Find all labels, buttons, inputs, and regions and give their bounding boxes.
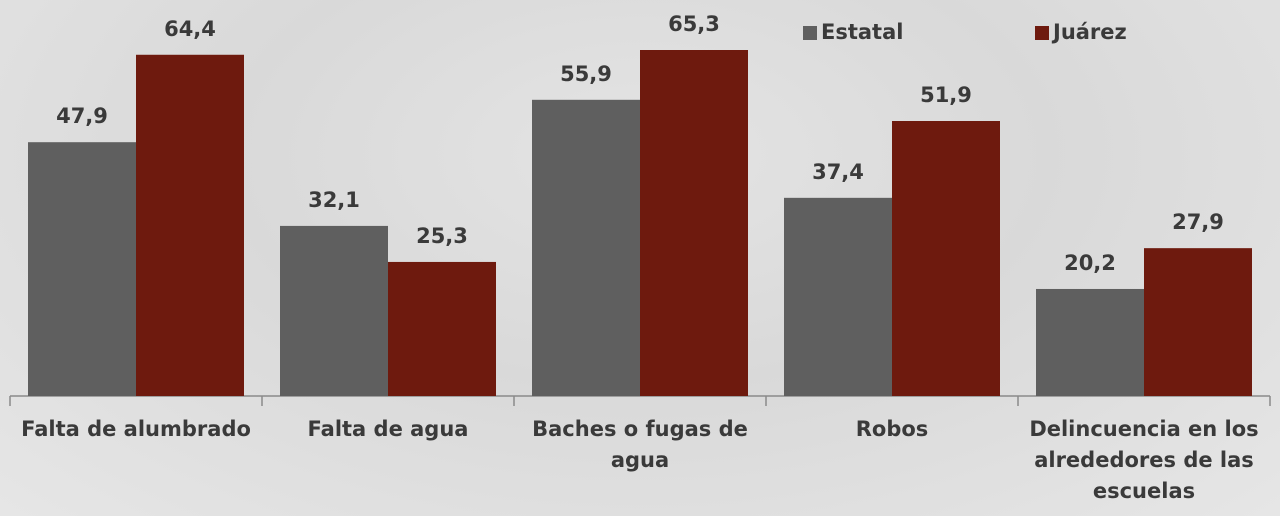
data-label: 64,4 (164, 17, 216, 41)
data-label: 65,3 (668, 12, 720, 36)
data-label: 47,9 (56, 104, 108, 128)
bar (280, 226, 388, 396)
bar (136, 55, 244, 396)
data-label: 20,2 (1064, 251, 1116, 275)
bar (388, 262, 496, 396)
bar (28, 142, 136, 396)
x-tick-label: Falta de alumbrado (11, 414, 261, 445)
bar (640, 50, 748, 396)
data-label: 25,3 (416, 224, 468, 248)
data-label: 32,1 (308, 188, 360, 212)
x-tick-label: Falta de agua (263, 414, 513, 445)
legend-swatch (1035, 26, 1049, 40)
data-label: 27,9 (1172, 210, 1224, 234)
bar (892, 121, 1000, 396)
bar (532, 100, 640, 396)
legend-label: Estatal (821, 20, 903, 44)
data-label: 37,4 (812, 160, 864, 184)
legend-swatch (803, 26, 817, 40)
bar (784, 198, 892, 396)
x-tick-label: Baches o fugas de agua (515, 414, 765, 476)
legend-label: Juárez (1051, 20, 1127, 44)
data-label: 51,9 (920, 83, 972, 107)
bar (1036, 289, 1144, 396)
x-tick-label: Delincuencia en los alrededores de las e… (1019, 414, 1269, 507)
x-tick-label: Robos (767, 414, 1017, 445)
data-label: 55,9 (560, 62, 612, 86)
chart-container: 47,9 32,1 55,9 37,4 20,2 64,4 25,3 65,3 51,9 27,9… (0, 0, 1280, 516)
bar (1144, 248, 1252, 396)
